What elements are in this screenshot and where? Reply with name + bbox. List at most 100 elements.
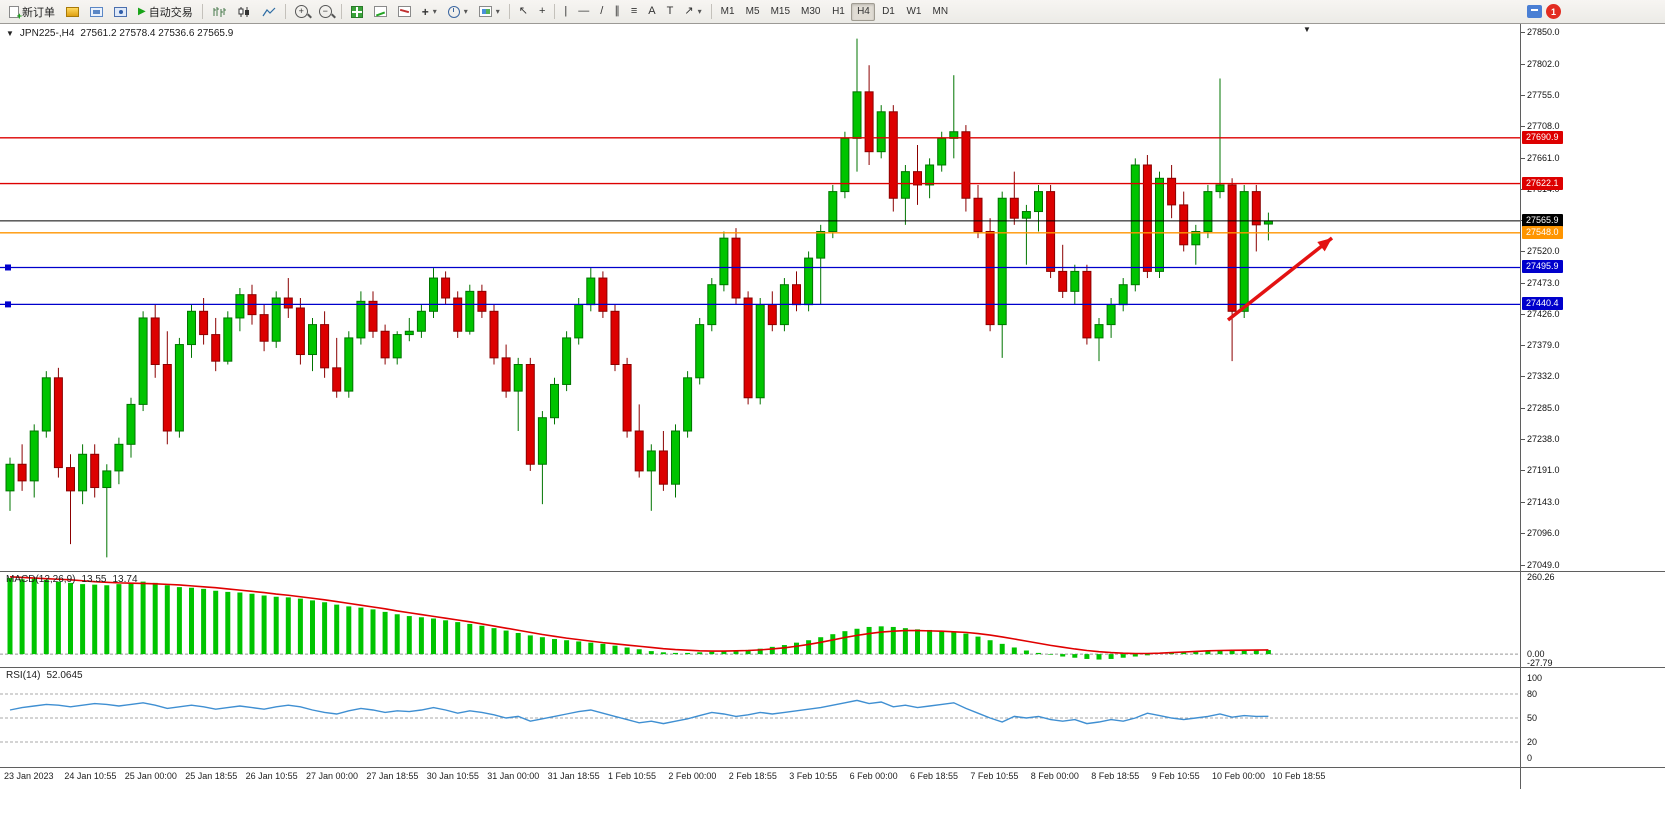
bull-candle (1070, 270, 1080, 292)
timeframe-m1[interactable]: M1 (720, 6, 735, 17)
main-chart[interactable] (0, 24, 1520, 572)
clock-icon (447, 5, 460, 18)
price-tick-label: 27755.0 (1527, 90, 1560, 101)
rsi-axis-label: 50 (1527, 713, 1538, 723)
price-axis[interactable]: 27850.027802.027755.027708.027661.027614… (1521, 24, 1665, 572)
macd-axis[interactable]: 260.26 0.00 -27.79 (1521, 572, 1665, 668)
chart-scroll-marker-icon[interactable]: ▼ (1303, 25, 1311, 34)
ohlc-values: 27561.2 27578.4 27536.6 27565.9 (80, 28, 234, 39)
macd-axis-label: 260.26 (1527, 572, 1555, 582)
bull-candle (719, 237, 729, 286)
rsi-axis[interactable]: 100 80 50 20 0 (1521, 668, 1665, 768)
toolbar-separator (554, 4, 556, 19)
rsi-axis-label: 20 (1527, 737, 1538, 747)
zoom-in-icon: + (294, 5, 308, 18)
timeframe-m15[interactable]: M15 (770, 6, 791, 17)
time-axis[interactable]: 23 Jan 2023 24 Jan 10:55 25 Jan 00:00 25 Ja… (0, 768, 1665, 790)
vertical-line-button[interactable]: | (559, 2, 572, 22)
trend-arrow-annotation[interactable] (1226, 236, 1334, 322)
text-tool-button[interactable]: A (643, 2, 660, 22)
timeframe-h1[interactable]: H1 (832, 6, 845, 17)
rsi-axis-label: 0 (1527, 753, 1533, 763)
candlestick-chart-button[interactable] (232, 2, 256, 22)
bull-candle (78, 453, 88, 492)
cursor-button[interactable]: ↖ (514, 2, 533, 22)
line-chart-icon (262, 7, 276, 16)
bear-candle (53, 377, 63, 469)
notification-badge[interactable]: 1 (1546, 4, 1561, 19)
bear-candle (961, 131, 971, 199)
bull-candle (29, 430, 39, 482)
support-line-27495-handle[interactable] (5, 264, 11, 271)
bull-candle (937, 137, 947, 166)
channel-button[interactable]: ∥ (609, 2, 625, 22)
label-tool-button[interactable]: T (662, 2, 679, 22)
panel-separator[interactable] (0, 571, 1665, 572)
plus-icon: + (421, 4, 429, 19)
timeframe-m30[interactable]: M30 (801, 6, 821, 17)
autotrading-button[interactable]: ▶ 自动交易 (133, 2, 198, 22)
rsi-axis-label: 100 (1527, 673, 1543, 683)
data-window-button[interactable] (85, 2, 108, 22)
cursor-icon: ↖ (518, 5, 528, 17)
line-chart-button[interactable] (257, 2, 281, 22)
time-label: 31 Jan 18:55 (547, 771, 600, 781)
timeframe-mn[interactable]: MN (932, 6, 949, 17)
price-tickmark (1521, 345, 1525, 347)
price-tick-label: 27426.0 (1527, 308, 1560, 319)
bear-candle (1227, 184, 1237, 312)
bull-candle (271, 297, 281, 342)
objects-list-button[interactable] (393, 2, 416, 22)
bear-candle (973, 197, 983, 232)
bull-candle (41, 377, 51, 432)
panel-separator[interactable] (0, 667, 1665, 668)
indicators-icon (373, 6, 387, 17)
navigator-button[interactable] (109, 2, 132, 22)
macd-panel[interactable] (0, 572, 1520, 668)
bull-candle (537, 417, 547, 465)
bear-candle (1009, 197, 1019, 219)
bar-chart-button[interactable] (207, 2, 231, 22)
crosshair-button[interactable]: + (534, 2, 550, 22)
timeframe-w1[interactable]: W1 (906, 6, 922, 17)
candlestick-chart-icon (238, 6, 249, 17)
horizontal-line-button[interactable]: — (573, 2, 594, 22)
macd-axis-label: 0.00 (1527, 649, 1545, 660)
bear-candle (1046, 191, 1056, 272)
rsi-panel[interactable] (0, 668, 1520, 768)
objects-list-icon (397, 6, 411, 17)
new-order-button[interactable]: 新订单 (4, 2, 60, 22)
timeframe-d1[interactable]: D1 (882, 6, 895, 17)
timeframe-m5[interactable]: M5 (745, 6, 760, 17)
price-tick-label: 27332.0 (1527, 371, 1560, 382)
bull-candle (755, 304, 765, 399)
indicators-button[interactable] (369, 2, 392, 22)
arrow-tool-icon: ↗ (684, 5, 694, 17)
collapse-triangle-icon[interactable]: ▼ (6, 29, 14, 38)
add-indicator-button[interactable]: + ▾ (417, 2, 442, 22)
period-menu-button[interactable]: ▾ (443, 2, 473, 22)
market-watch-button[interactable] (61, 2, 84, 22)
zoom-out-button[interactable]: − (314, 2, 337, 22)
timeframe-h4[interactable]: H4 (851, 2, 876, 21)
tile-windows-button[interactable] (346, 2, 368, 22)
bear-candle (1142, 164, 1152, 272)
axis-separator (1520, 24, 1521, 789)
price-tickmark (1521, 376, 1525, 378)
bear-candle (332, 367, 342, 392)
bull-candle (925, 164, 935, 186)
arrows-tool-button[interactable]: ↗ ▾ (679, 2, 706, 22)
notifications-icon[interactable] (1527, 5, 1542, 18)
fibonacci-button[interactable]: ≡ (626, 2, 642, 22)
support-line-27440-handle[interactable] (5, 301, 11, 308)
trendline-button[interactable]: / (595, 2, 608, 22)
zoom-in-button[interactable]: + (290, 2, 313, 22)
template-button[interactable]: ▾ (474, 2, 505, 22)
bear-candle (610, 310, 620, 366)
chevron-down-icon: ▾ (697, 7, 702, 16)
time-label: 27 Jan 00:00 (306, 771, 359, 781)
macd-value-main: 13.55 (81, 574, 107, 585)
bull-candle (997, 197, 1007, 326)
time-label: 10 Feb 00:00 (1212, 771, 1266, 781)
